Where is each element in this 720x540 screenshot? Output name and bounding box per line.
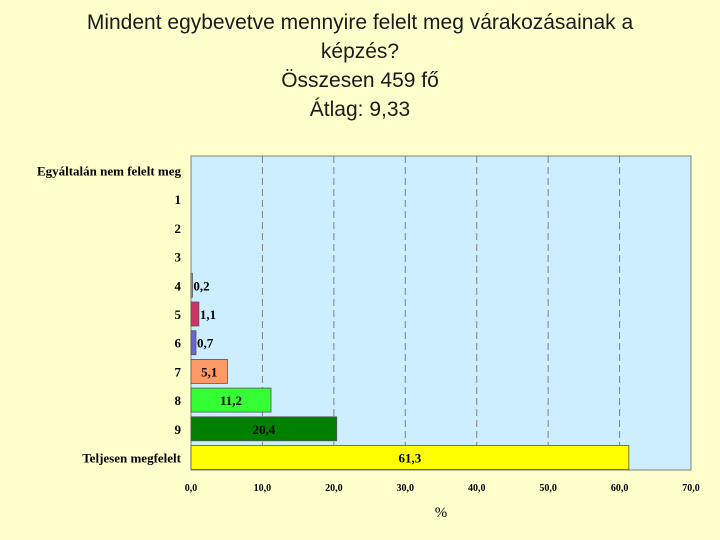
x-axis-label: %: [435, 505, 448, 521]
title-line-2: képzés?: [320, 40, 400, 63]
x-tick-label: 50,0: [539, 483, 557, 494]
category-label: Egyáltalán nem felelt meg: [37, 164, 182, 179]
category-label: 2: [175, 221, 182, 236]
title-line-3: Összesen 459 fő: [281, 69, 439, 92]
category-label: 1: [175, 192, 182, 207]
x-tick-label: 30,0: [397, 483, 415, 494]
bar: [190, 330, 197, 356]
value-label: 61,3: [399, 451, 422, 466]
category-label: 7: [175, 364, 182, 379]
grid-lines: [261, 156, 621, 470]
x-tick-label: 60,0: [611, 483, 629, 494]
bars: [190, 272, 630, 470]
category-label: 8: [175, 393, 182, 408]
value-labels: 0,2 1,1 0,7 5,111,2 20,4 61,3: [193, 278, 421, 465]
value-label: 1,1: [200, 307, 216, 322]
bar: [190, 387, 272, 413]
chart-title: Mindent egybevetve mennyire felelt meg v…: [0, 8, 720, 124]
x-tick-labels: 0,0 10,0 20,0 30,0 40,0 50,0 60,0 70,0: [185, 483, 700, 494]
category-label: 4: [175, 278, 182, 293]
value-label: 20,4: [252, 422, 275, 437]
category-label: 3: [175, 250, 182, 265]
category-label: 9: [175, 422, 182, 437]
bar: [190, 445, 630, 470]
bar: [190, 358, 228, 384]
bar: [190, 416, 338, 442]
x-tick-label: 10,0: [254, 483, 272, 494]
title-line-1: Mindent egybevetve mennyire felelt meg v…: [86, 11, 634, 34]
x-tick-label: 70,0: [682, 483, 700, 494]
x-tick-label: 20,0: [325, 483, 343, 494]
category-label: Teljesen megfelelt: [82, 451, 181, 466]
bar: [190, 272, 193, 298]
value-label: 0,2: [193, 278, 209, 293]
category-label: 6: [175, 336, 182, 351]
category-label: 5: [175, 307, 182, 322]
value-label: 5,1: [201, 364, 217, 379]
title-line-4: Átlag: 9,33: [309, 98, 411, 121]
value-label: 0,7: [197, 336, 214, 351]
value-label: 11,2: [220, 393, 242, 408]
x-tick-label: 40,0: [468, 483, 486, 494]
x-tick-label: 0,0: [185, 483, 198, 494]
category-labels: Egyáltalán nem felelt meg 1 2 3 4 5 6 7 8 9 Teljes…: [37, 164, 182, 466]
bar: [190, 301, 200, 327]
